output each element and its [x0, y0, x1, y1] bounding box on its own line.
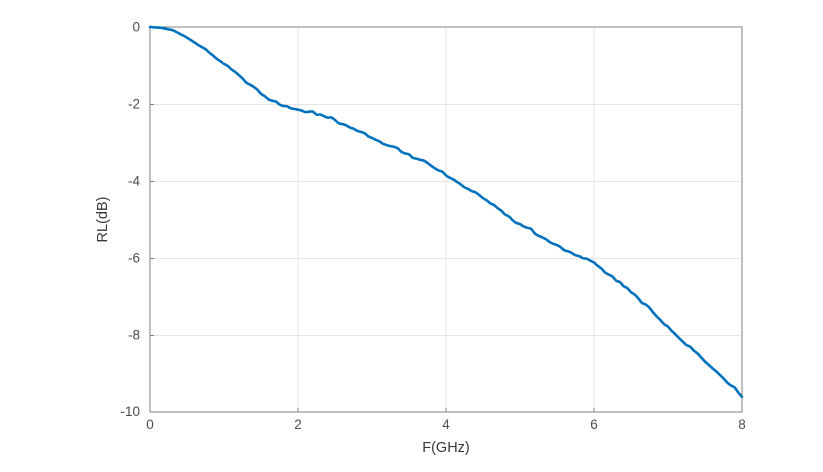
svg-text:RL(dB): RL(dB) — [95, 197, 111, 243]
svg-text:-4: -4 — [128, 174, 140, 189]
svg-text:-6: -6 — [128, 251, 140, 266]
svg-text:2: 2 — [294, 417, 302, 432]
svg-text:4: 4 — [442, 417, 450, 432]
svg-text:0: 0 — [146, 417, 154, 432]
svg-text:-8: -8 — [128, 328, 140, 343]
svg-text:F(GHz): F(GHz) — [422, 440, 470, 456]
svg-text:0: 0 — [132, 20, 140, 35]
svg-text:6: 6 — [590, 417, 598, 432]
svg-text:-2: -2 — [128, 97, 140, 112]
svg-text:8: 8 — [738, 417, 746, 432]
svg-text:-10: -10 — [120, 404, 140, 419]
